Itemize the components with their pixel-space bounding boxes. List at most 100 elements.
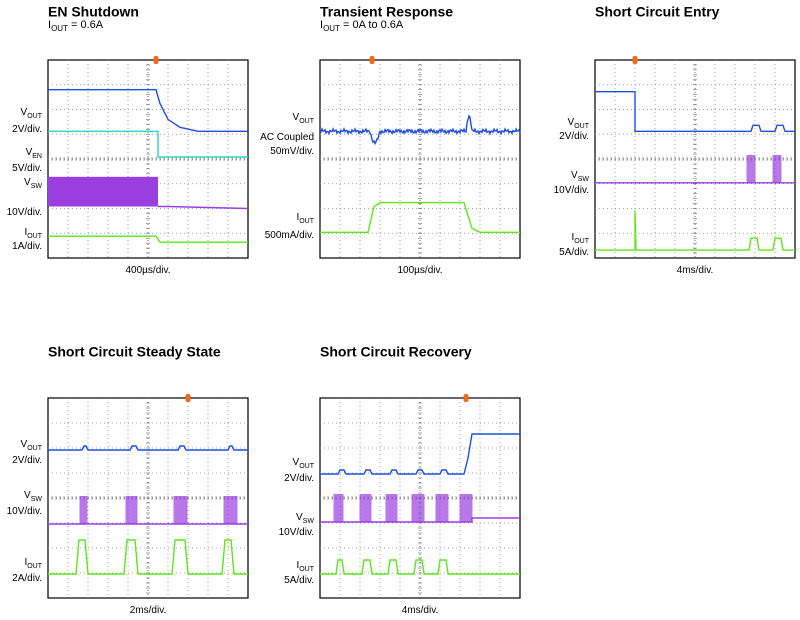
channel-label: VOUT bbox=[293, 457, 315, 470]
channel-label: VSW bbox=[571, 170, 589, 183]
channel-scale: 5A/div. bbox=[284, 575, 314, 586]
channel-scale: 5V/div. bbox=[12, 163, 42, 174]
channel-scale: 10V/div. bbox=[7, 506, 42, 517]
trace bbox=[48, 235, 248, 243]
channel-subscript: SW bbox=[578, 176, 590, 183]
channel-subscript: OUT bbox=[299, 218, 315, 225]
channel-subscript: SW bbox=[31, 183, 43, 190]
scope-panel: Short Circuit Steady StateVOUT2V/div.VSW… bbox=[7, 344, 249, 616]
trace bbox=[320, 201, 520, 234]
channel-scale: 2V/div. bbox=[12, 455, 42, 466]
channel-symbol: V bbox=[21, 107, 28, 118]
trigger-marker bbox=[185, 394, 191, 402]
channel-subscript: OUT bbox=[27, 113, 43, 120]
trace bbox=[48, 130, 248, 158]
subtitle-rest: = 0A to 0.6A bbox=[340, 19, 404, 31]
channel-label: IOUT bbox=[296, 212, 314, 225]
channel-subscript: OUT bbox=[574, 123, 590, 130]
channel-symbol: V bbox=[571, 170, 578, 181]
channel-label: IOUT bbox=[571, 232, 589, 245]
channel-subscript: OUT bbox=[27, 445, 43, 452]
trace bbox=[595, 90, 795, 133]
channel-symbol: V bbox=[26, 147, 33, 158]
scope-panel: Short Circuit EntryVOUT2V/div.VSW10V/div… bbox=[554, 4, 796, 276]
panel-title: Short Circuit Entry bbox=[595, 4, 720, 20]
channel-label: VOUT bbox=[21, 107, 43, 120]
panel-title: Short Circuit Steady State bbox=[48, 344, 221, 360]
channel-scale: 1A/div. bbox=[12, 241, 42, 252]
channel-label: VSW bbox=[24, 177, 42, 190]
channel-scale: 2V/div. bbox=[12, 124, 42, 135]
channel-symbol: V bbox=[293, 457, 300, 468]
timebase-label: 2ms/div. bbox=[130, 605, 167, 616]
trace bbox=[320, 433, 520, 475]
channel-symbol: I bbox=[296, 212, 299, 223]
channel-scale: 5A/div. bbox=[559, 247, 589, 258]
channel-subscript: OUT bbox=[299, 463, 315, 470]
channel-subscript: OUT bbox=[299, 566, 315, 573]
timebase-label: 400µs/div. bbox=[125, 265, 170, 276]
subtitle-symbol: I bbox=[48, 19, 51, 31]
channel-label: VSW bbox=[296, 512, 314, 525]
channel-label: IOUT bbox=[296, 560, 314, 573]
panel-title: Short Circuit Recovery bbox=[320, 344, 472, 360]
trace bbox=[319, 114, 521, 146]
trace bbox=[48, 445, 248, 451]
channel-subscript: OUT bbox=[574, 238, 590, 245]
channel-label: VOUT bbox=[568, 117, 590, 130]
trace bbox=[158, 205, 249, 210]
channel-symbol: V bbox=[21, 439, 28, 450]
subtitle-rest: = 0.6A bbox=[68, 19, 104, 31]
trigger-marker bbox=[463, 394, 469, 402]
scope-panel: Short Circuit RecoveryVOUT2V/div.VSW10V/… bbox=[279, 344, 521, 616]
timebase-label: 4ms/div. bbox=[677, 265, 714, 276]
channel-symbol: V bbox=[24, 490, 31, 501]
timebase-label: 4ms/div. bbox=[402, 605, 439, 616]
channel-scale: 2V/div. bbox=[284, 473, 314, 484]
trigger-marker bbox=[632, 56, 638, 64]
channel-label: VEN bbox=[26, 147, 42, 160]
channel-symbol: V bbox=[24, 177, 31, 188]
channel-label: VOUT bbox=[293, 112, 315, 125]
trace bbox=[48, 88, 248, 133]
channel-subscript: EN bbox=[32, 153, 42, 160]
trace bbox=[320, 559, 520, 575]
channel-label: IOUT bbox=[24, 557, 42, 570]
channel-scale: AC Coupled bbox=[260, 132, 314, 143]
panel-subtitle: IOUT = 0A to 0.6A bbox=[320, 19, 404, 33]
trigger-marker bbox=[153, 56, 159, 64]
channel-scale: 500mA/div. bbox=[265, 230, 314, 241]
channel-subscript: OUT bbox=[299, 118, 315, 125]
channel-subscript: SW bbox=[303, 518, 315, 525]
subtitle-symbol: I bbox=[320, 19, 323, 31]
trace bbox=[595, 210, 795, 251]
channel-scale: 2A/div. bbox=[12, 573, 42, 584]
channel-symbol: V bbox=[293, 112, 300, 123]
timebase-label: 100µs/div. bbox=[397, 265, 442, 276]
channel-symbol: I bbox=[24, 227, 27, 238]
channel-label: IOUT bbox=[24, 227, 42, 240]
subtitle-subscript: OUT bbox=[51, 24, 68, 33]
panel-title: Transient Response bbox=[320, 4, 453, 20]
switching-band bbox=[48, 176, 158, 207]
subtitle-subscript: OUT bbox=[323, 24, 340, 33]
channel-label: VOUT bbox=[21, 439, 43, 452]
panel-title: EN Shutdown bbox=[48, 4, 139, 20]
channel-scale: 10V/div. bbox=[554, 185, 589, 196]
channel-symbol: I bbox=[296, 560, 299, 571]
channel-scale: 10V/div. bbox=[7, 207, 42, 218]
panel-subtitle: IOUT = 0.6A bbox=[48, 19, 104, 33]
trigger-marker bbox=[369, 56, 375, 64]
channel-symbol: V bbox=[568, 117, 575, 128]
channel-scale: 50mV/div. bbox=[270, 146, 314, 157]
channel-subscript: OUT bbox=[27, 233, 43, 240]
trace bbox=[48, 539, 248, 575]
channel-scale: 10V/div. bbox=[279, 527, 314, 538]
channel-symbol: I bbox=[24, 557, 27, 568]
channel-subscript: SW bbox=[31, 496, 43, 503]
channel-symbol: V bbox=[296, 512, 303, 523]
channel-label: VSW bbox=[24, 490, 42, 503]
